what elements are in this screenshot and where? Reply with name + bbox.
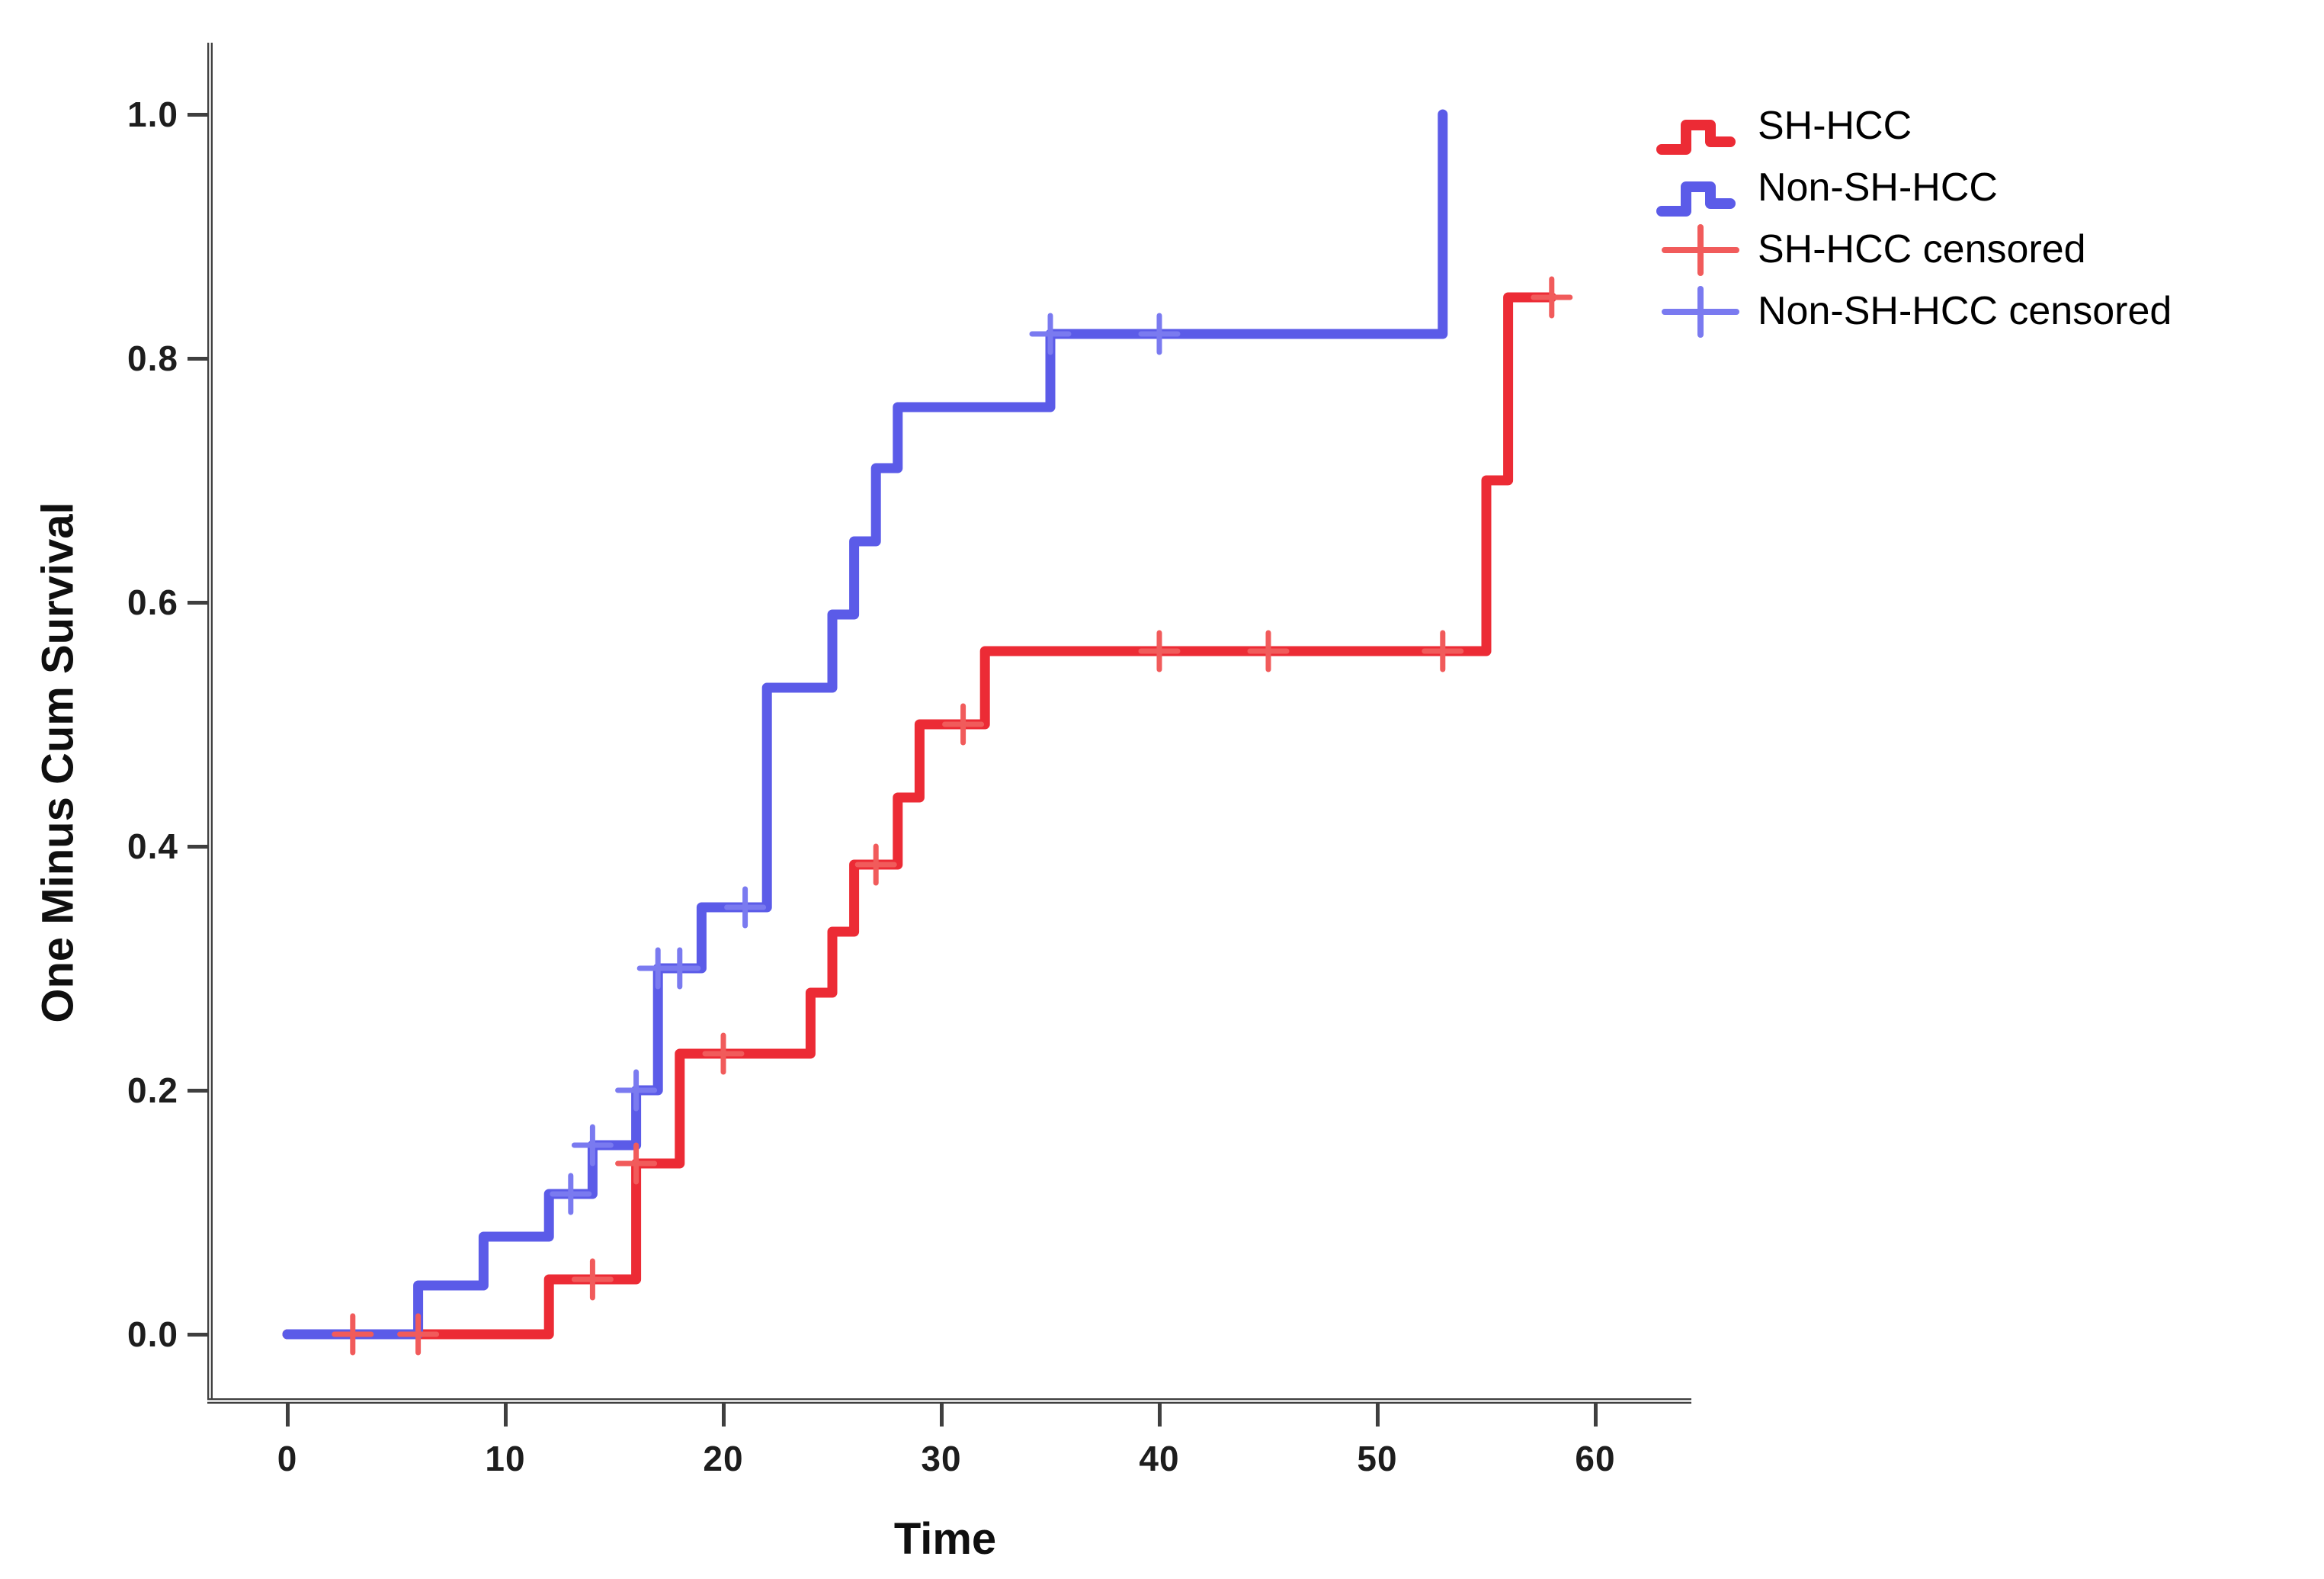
y-tick-label: 0.6 xyxy=(127,582,178,622)
x-tick-label: 50 xyxy=(1357,1439,1398,1478)
legend-item-sh-hcc: SH-HCC xyxy=(1656,95,2172,156)
y-tick xyxy=(188,357,209,361)
y-tick-label: 0.8 xyxy=(127,339,178,378)
y-tick xyxy=(188,845,209,849)
censor-plus-icon xyxy=(1247,630,1290,672)
y-tick xyxy=(188,113,209,117)
y-tick-label: 0.4 xyxy=(127,826,178,866)
censor-plus-icon xyxy=(550,1173,592,1215)
censor-plus-icon xyxy=(1422,630,1464,672)
censor-marks-non-sh-hcc xyxy=(550,313,1181,1215)
y-tick-label: 1.0 xyxy=(127,95,178,134)
x-tick-label: 0 xyxy=(277,1439,298,1478)
x-tick xyxy=(1594,1404,1598,1427)
y-axis-title: One Minus Cum Survival xyxy=(33,502,83,1023)
censor-plus-icon xyxy=(724,886,767,929)
censor-plus-icon xyxy=(1138,630,1181,672)
x-tick-label: 40 xyxy=(1139,1439,1180,1478)
x-tick-label: 10 xyxy=(485,1439,526,1478)
x-axis-line xyxy=(207,1398,1691,1404)
censor-plus-icon xyxy=(1531,276,1573,319)
x-axis-title: Time xyxy=(893,1514,997,1564)
legend-item-label: SH-HCC censored xyxy=(1758,226,2086,271)
legend-step-line-icon xyxy=(1656,181,1736,217)
legend-item-label: SH-HCC xyxy=(1758,103,1912,148)
censor-marks-sh-hcc xyxy=(332,276,1573,1356)
legend-plus-icon xyxy=(1662,223,1739,276)
censor-plus-icon xyxy=(942,703,985,746)
y-tick-label: 0.0 xyxy=(127,1314,178,1354)
censor-plus-icon xyxy=(659,947,701,990)
legend-item-sh-hcc-censored: SH-HCC censored xyxy=(1656,218,2172,280)
legend-item-non-sh-hcc: Non-SH-HCC xyxy=(1656,156,2172,218)
censor-plus-icon xyxy=(571,1258,614,1301)
censor-plus-icon xyxy=(1029,313,1072,355)
y-tick-label: 0.2 xyxy=(127,1070,178,1110)
x-tick xyxy=(722,1404,726,1427)
censor-plus-icon xyxy=(854,843,897,886)
x-tick xyxy=(1376,1404,1380,1427)
censor-plus-icon xyxy=(615,1069,658,1112)
y-axis-line xyxy=(207,43,213,1404)
y-tick xyxy=(188,1333,209,1337)
x-tick xyxy=(940,1404,944,1427)
legend-item-label: Non-SH-HCC censored xyxy=(1758,288,2172,333)
censor-plus-icon xyxy=(702,1032,745,1075)
censor-plus-icon xyxy=(1138,313,1181,355)
censor-plus-icon xyxy=(615,1142,658,1185)
survival-curve-sh-hcc xyxy=(282,292,1557,1340)
x-tick xyxy=(286,1404,290,1427)
legend-item-label: Non-SH-HCC xyxy=(1758,165,1998,210)
legend-item-non-sh-hcc-censored: Non-SH-HCC censored xyxy=(1656,280,2172,342)
legend-step-line-icon xyxy=(1656,119,1736,155)
survival-curve-non-sh-hcc xyxy=(282,109,1448,1340)
legend: SH-HCC Non-SH-HCC SH-HCC censored Non-SH-HC… xyxy=(1656,95,2172,342)
censor-plus-icon xyxy=(397,1313,440,1356)
x-tick-label: 60 xyxy=(1575,1439,1616,1478)
censor-plus-icon xyxy=(571,1124,614,1167)
y-tick xyxy=(188,601,209,605)
y-tick xyxy=(188,1089,209,1093)
x-tick xyxy=(504,1404,508,1427)
x-tick-label: 20 xyxy=(703,1439,744,1478)
x-tick-label: 30 xyxy=(921,1439,962,1478)
x-tick xyxy=(1158,1404,1162,1427)
censor-plus-icon xyxy=(332,1313,374,1356)
legend-plus-icon xyxy=(1662,285,1739,338)
